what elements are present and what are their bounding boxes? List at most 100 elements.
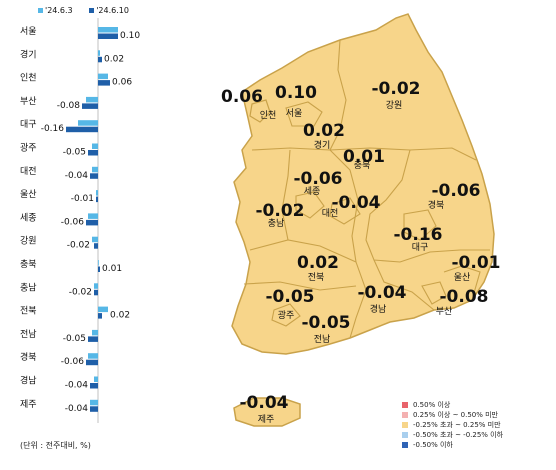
map-region-name-gyeongbuk: 경북 xyxy=(428,199,445,211)
data-label: -0.16 xyxy=(41,124,65,134)
bar-1 xyxy=(78,120,98,126)
incheon-area xyxy=(249,99,271,123)
category-label: 전북 xyxy=(20,306,37,317)
data-label: -0.02 xyxy=(67,241,90,251)
map-legend-label: -0.25% 초과 ~ 0.25% 미만 xyxy=(413,421,501,429)
bar-1 xyxy=(90,399,98,406)
map-region-name-busan: 부산 xyxy=(436,306,453,317)
region-borders xyxy=(243,39,490,339)
map-value-jeonnam: -0.05 xyxy=(302,313,351,333)
bar-2 xyxy=(98,80,110,86)
category-label: 광주 xyxy=(20,142,37,154)
data-label: 0.10 xyxy=(120,31,140,41)
bar-1 xyxy=(88,353,98,359)
map-region-name-jeonbuk: 전북 xyxy=(308,272,325,283)
bar-2 xyxy=(86,219,98,226)
data-label: -0.01 xyxy=(71,194,94,204)
map-region-name-sejong: 세종 xyxy=(304,186,321,197)
data-label: -0.08 xyxy=(57,101,81,111)
map-value-seoul: 0.10 xyxy=(275,83,317,103)
map-value-busan: -0.08 xyxy=(440,287,489,307)
map-value-gyeongbuk: -0.06 xyxy=(432,181,481,201)
category-label: 충북 xyxy=(20,259,37,270)
bar-1 xyxy=(86,96,98,103)
map-region-name-daejeon: 대전 xyxy=(322,208,339,219)
map-legend-item: -0.50% 이하 xyxy=(402,440,503,450)
jeju-island xyxy=(233,397,301,427)
bar-2 xyxy=(88,150,98,156)
map-labels: 0.06인천0.10서울0.02경기-0.02강원0.01충북-0.06세종-0… xyxy=(221,79,500,425)
category-label: 제주 xyxy=(20,399,37,410)
data-label: -0.06 xyxy=(61,217,85,227)
data-label: -0.02 xyxy=(69,287,92,297)
map-region-name-chungbuk: 충북 xyxy=(354,160,371,171)
map-value-ulsan: -0.01 xyxy=(452,253,501,273)
weekly-change-bar-chart: 서울 0.10 경기 0.02 인천 0.06 부산 -0.08 대구 -0.16 광주 -0.05 대… xyxy=(20,18,140,423)
bar-1 xyxy=(98,50,100,56)
data-label: -0.04 xyxy=(65,404,89,414)
map-legend: 0.50% 이상 0.25% 이상 ~ 0.50% 미만 -0.25% 초과 ~ 0… xyxy=(402,400,503,450)
legend-swatch xyxy=(38,8,43,13)
bar-2 xyxy=(94,289,98,296)
bar-1 xyxy=(98,27,118,33)
bar-2 xyxy=(98,266,100,272)
category-label: 대전 xyxy=(20,166,37,177)
mainland-outline xyxy=(231,13,495,355)
map-value-sejong: -0.06 xyxy=(294,169,343,189)
category-label: 부산 xyxy=(20,96,37,107)
map-value-jeju: -0.04 xyxy=(240,393,289,413)
category-label: 경북 xyxy=(20,351,37,363)
map-value-jeonbuk: 0.02 xyxy=(297,253,339,273)
data-label: 0.02 xyxy=(104,54,124,64)
bar-2 xyxy=(90,383,98,389)
bar-1 xyxy=(96,190,98,196)
category-label: 충남 xyxy=(20,282,37,293)
bar-2 xyxy=(90,173,98,179)
map-region-name-gyeonggi: 경기 xyxy=(314,139,331,151)
map-legend-label: 0.50% 이상 xyxy=(413,401,451,409)
korea-region-map: 0.06인천0.10서울0.02경기-0.02강원0.01충북-0.06세종-0… xyxy=(221,13,501,427)
bar-1 xyxy=(92,143,98,149)
map-region-name-ulsan: 울산 xyxy=(454,272,471,283)
category-label: 인천 xyxy=(20,73,37,84)
bar-1 xyxy=(92,166,98,173)
map-value-gyeonggi: 0.02 xyxy=(303,121,345,141)
data-label: 0.06 xyxy=(112,78,132,88)
map-region-name-daegu: 대구 xyxy=(412,242,429,253)
category-label: 대구 xyxy=(20,119,37,130)
data-label: -0.05 xyxy=(63,334,86,344)
bar-1 xyxy=(98,73,108,80)
bar-1 xyxy=(92,329,98,336)
map-legend-label: 0.25% 이상 ~ 0.50% 미만 xyxy=(413,411,499,419)
map-region-name-gangwon: 강원 xyxy=(386,100,403,111)
data-label: -0.04 xyxy=(65,381,89,391)
map-region-name-seoul: 서울 xyxy=(286,108,303,119)
category-label: 울산 xyxy=(20,189,37,200)
map-value-gwangju: -0.05 xyxy=(266,287,315,307)
map-legend-item: -0.50% 초과 ~ -0.25% 이하 xyxy=(402,430,503,440)
bar-2 xyxy=(66,126,98,133)
legend-label: '24.6.3 xyxy=(45,6,73,15)
category-label: 세종 xyxy=(20,212,37,223)
bar-2 xyxy=(90,406,98,412)
chart-legend: '24.6.3 '24.6.10 xyxy=(38,6,143,15)
map-region-name-jeju: 제주 xyxy=(258,414,275,425)
bar-2 xyxy=(96,196,98,203)
map-value-chungnam: -0.02 xyxy=(256,201,305,221)
bar-2 xyxy=(94,243,98,249)
map-shapes xyxy=(231,13,495,427)
unit-note: (단위 : 전주대비, %) xyxy=(20,441,91,450)
category-label: 경기 xyxy=(20,48,37,60)
data-label: 0.01 xyxy=(102,264,122,274)
map-value-daejeon: -0.04 xyxy=(332,193,381,213)
map-legend-item: -0.25% 초과 ~ 0.25% 미만 xyxy=(402,420,503,430)
bar-1 xyxy=(94,283,98,289)
bar-1 xyxy=(98,306,108,313)
category-label: 서울 xyxy=(20,26,37,37)
data-label: -0.06 xyxy=(61,357,85,367)
bar-2 xyxy=(88,336,98,342)
map-region-name-gwangju: 광주 xyxy=(278,309,295,321)
map-legend-swatch xyxy=(402,402,408,408)
map-legend-swatch xyxy=(402,432,408,438)
map-value-gangwon: -0.02 xyxy=(372,79,421,99)
